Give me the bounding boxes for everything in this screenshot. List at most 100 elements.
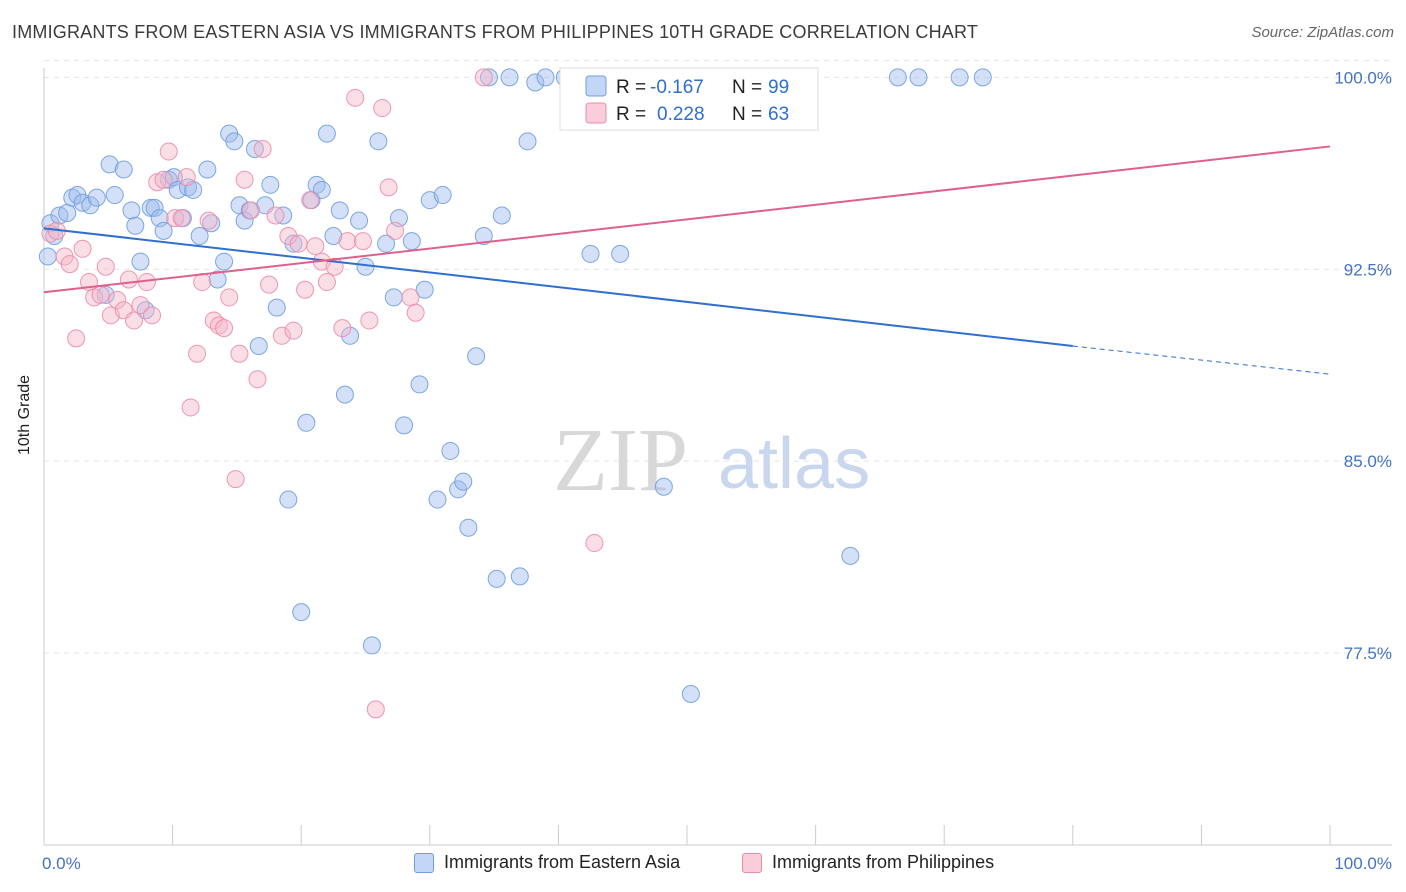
y-tick-label: 77.5% (1344, 644, 1392, 663)
point-eastern-asia (526, 73, 545, 92)
point-philippines (235, 170, 254, 189)
legend-swatch-pink (742, 852, 762, 873)
point-philippines (119, 270, 138, 289)
point-eastern-asia (190, 227, 209, 245)
point-philippines (360, 311, 379, 330)
point-philippines (279, 227, 298, 245)
point-eastern-asia (581, 244, 600, 263)
legend-swatch-blue (414, 852, 434, 873)
point-eastern-asia (428, 490, 447, 509)
point-philippines (474, 68, 493, 87)
point-eastern-asia (654, 477, 673, 496)
point-eastern-asia (841, 546, 860, 565)
point-eastern-asia (487, 569, 506, 588)
point-philippines (172, 209, 191, 228)
point-eastern-asia (126, 216, 145, 235)
point-philippines (215, 319, 234, 338)
point-eastern-asia (249, 337, 268, 356)
point-philippines (338, 232, 357, 251)
point-philippines (253, 140, 272, 158)
point-eastern-asia (454, 472, 473, 491)
point-eastern-asia (131, 252, 150, 271)
point-philippines (230, 344, 249, 363)
point-eastern-asia (154, 221, 173, 240)
point-philippines (226, 470, 245, 489)
point-eastern-asia (330, 201, 349, 220)
point-eastern-asia (362, 636, 381, 655)
point-philippines (272, 326, 291, 345)
point-philippines (181, 398, 200, 417)
point-philippines (131, 296, 150, 315)
point-eastern-asia (467, 347, 486, 366)
point-eastern-asia (312, 180, 331, 199)
axes (43, 68, 1392, 846)
point-eastern-asia (377, 234, 396, 253)
point-philippines (306, 237, 325, 256)
legend-item-eastern-asia: Immigrants from Eastern Asia (414, 852, 680, 873)
point-philippines (366, 700, 385, 719)
point-philippines (585, 534, 604, 553)
point-philippines (301, 191, 320, 210)
point-eastern-asia (307, 175, 326, 194)
point-eastern-asia (208, 270, 227, 289)
stats-r-value-blue: -0.167 (650, 77, 704, 98)
point-eastern-asia (105, 186, 124, 205)
point-eastern-asia (100, 155, 119, 174)
point-philippines (346, 88, 365, 107)
point-philippines (177, 168, 196, 187)
point-philippines (67, 329, 86, 348)
point-philippines (260, 275, 279, 294)
legend-label-eastern-asia: Immigrants from Eastern Asia (444, 852, 681, 872)
point-philippines (166, 209, 185, 228)
point-philippines (317, 273, 336, 292)
point-eastern-asia (510, 567, 529, 586)
point-eastern-asia (536, 68, 555, 87)
point-eastern-asia (681, 685, 700, 704)
point-philippines (159, 142, 178, 161)
point-philippines (204, 311, 223, 330)
point-philippines (386, 221, 405, 240)
data-points (38, 68, 992, 719)
point-eastern-asia (168, 180, 187, 199)
point-philippines (143, 306, 162, 325)
point-eastern-asia (441, 441, 460, 460)
point-eastern-asia (114, 160, 133, 179)
point-philippines (333, 319, 352, 338)
point-eastern-asia (950, 68, 969, 87)
point-philippines (91, 285, 110, 304)
watermark-atlas: atlas (718, 424, 870, 504)
point-philippines (220, 288, 239, 307)
point-eastern-asia (415, 280, 434, 299)
point-eastern-asia (369, 132, 388, 151)
point-eastern-asia (141, 198, 160, 217)
point-philippines (188, 344, 207, 363)
point-eastern-asia (395, 416, 414, 435)
legend-item-philippines: Immigrants from Philippines (742, 852, 994, 873)
stats-legend: R = -0.167 N = 99 R = 0.228 N = 63 (559, 67, 819, 131)
point-philippines (266, 206, 285, 225)
point-eastern-asia (518, 132, 537, 151)
source-label: Source: ZipAtlas.com (1251, 24, 1394, 41)
point-eastern-asia (479, 68, 498, 87)
point-eastern-asia (215, 252, 234, 271)
point-eastern-asia (317, 124, 336, 143)
point-eastern-asia (492, 206, 511, 225)
stats-n-value-blue: 99 (768, 77, 789, 98)
y-tick-label: 85.0% (1344, 452, 1392, 471)
point-eastern-asia (96, 285, 115, 304)
point-eastern-asia (500, 68, 519, 87)
stats-r-label-pink: R = (616, 104, 646, 125)
point-philippines (209, 316, 228, 335)
point-philippines (73, 239, 92, 258)
point-philippines (401, 288, 420, 307)
x-tick-label-end: 100.0% (1334, 854, 1392, 873)
point-philippines (125, 311, 144, 330)
stats-n-value-pink: 63 (768, 104, 789, 125)
point-philippines (379, 178, 398, 197)
point-philippines (96, 257, 115, 276)
point-eastern-asia (202, 214, 221, 233)
point-eastern-asia (145, 198, 164, 217)
point-philippines (289, 234, 308, 253)
stats-swatch-pink (585, 102, 607, 124)
